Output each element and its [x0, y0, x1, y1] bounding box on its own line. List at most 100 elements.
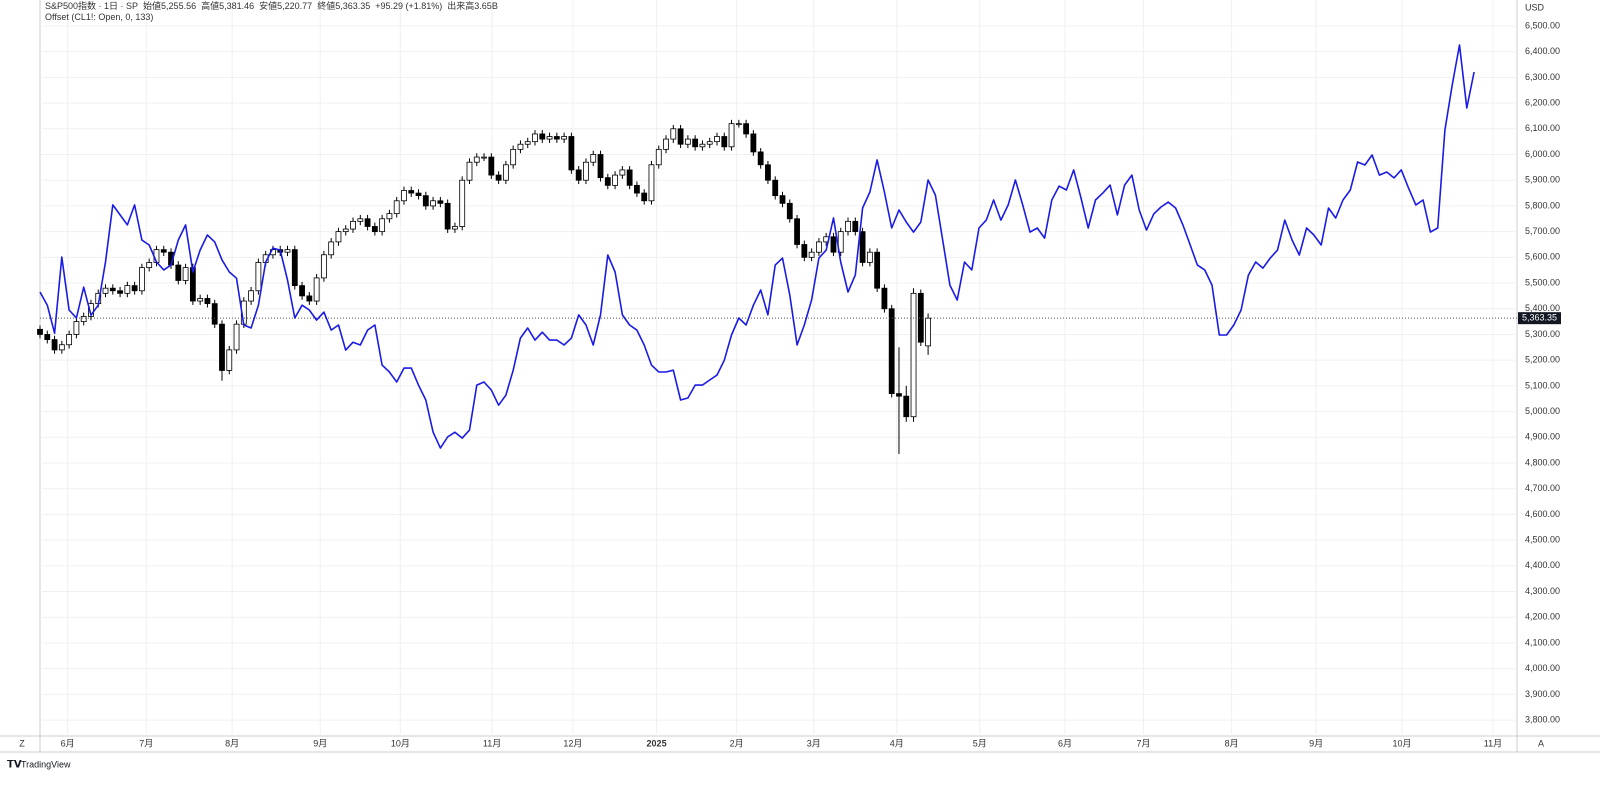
candle-body — [750, 133, 757, 153]
candle-body — [211, 303, 218, 325]
candle-body — [597, 154, 604, 179]
candle-body — [313, 277, 320, 302]
x-tick-label: 8月 — [225, 738, 239, 748]
y-tick-label: 5,800.00 — [1525, 200, 1560, 210]
candle-body — [182, 267, 189, 281]
candle-body — [794, 218, 800, 245]
y-tick-label: 4,400.00 — [1525, 560, 1560, 570]
candle-body — [590, 154, 597, 163]
candle-body — [845, 220, 851, 233]
legend-value: 終値5,363.35 — [317, 1, 371, 11]
y-tick-label: 5,000.00 — [1525, 406, 1560, 416]
candle-body — [604, 177, 611, 186]
y-tick-label: 4,900.00 — [1525, 432, 1560, 442]
y-tick-label: 6,100.00 — [1525, 123, 1560, 133]
candle-body — [131, 285, 138, 292]
y-tick-label: 4,800.00 — [1525, 457, 1560, 467]
candle-body — [743, 123, 750, 135]
candle-body — [692, 138, 699, 148]
y-tick-label: 6,000.00 — [1525, 149, 1560, 159]
x-tick-label: 9月 — [1309, 738, 1323, 748]
candle-body — [88, 303, 94, 317]
legend-value: +95.29 (+1.81%) — [375, 1, 443, 11]
candle-body — [925, 317, 931, 347]
y-tick-label: 3,900.00 — [1525, 689, 1560, 699]
candle-body — [502, 164, 509, 181]
candle-body — [917, 292, 924, 343]
candle-body — [335, 231, 342, 243]
x-tick-label: 7月 — [139, 738, 153, 748]
last-price-tag — [1518, 312, 1561, 325]
candle-body — [415, 192, 422, 197]
y-tick-label: 6,200.00 — [1525, 97, 1560, 107]
candle-body — [473, 156, 480, 163]
grid — [40, 0, 1517, 736]
candle-body — [757, 151, 764, 166]
x-tick-label: 10月 — [391, 738, 410, 748]
x-tick-label: 5月 — [973, 738, 987, 748]
candle-body — [626, 169, 633, 186]
candle-body — [248, 290, 255, 302]
candle-body — [430, 200, 436, 207]
x-tick-label: 11月 — [1484, 738, 1502, 748]
x-tick-label: 3月 — [807, 738, 821, 748]
candle-body — [379, 218, 386, 233]
candle-body — [109, 287, 116, 292]
candle-body — [364, 218, 371, 227]
candle-body — [44, 334, 51, 341]
candle-body — [765, 164, 771, 181]
candle-body — [328, 241, 335, 256]
candle-body — [808, 251, 815, 258]
candle-body — [481, 156, 487, 159]
y-tick-label: 6,400.00 — [1525, 46, 1560, 56]
y-tick-label: 6,300.00 — [1525, 72, 1560, 82]
x-tick-label: 2月 — [730, 738, 744, 748]
candle-body — [634, 184, 640, 194]
candle-body — [139, 267, 145, 292]
candle-body — [444, 202, 451, 230]
y-tick-label: 4,600.00 — [1525, 509, 1560, 519]
candle-body — [510, 148, 517, 166]
x-tick-label: 7月 — [1137, 738, 1151, 748]
y-tick-label: 4,700.00 — [1525, 483, 1560, 493]
candle-body — [866, 251, 873, 263]
candle-body — [226, 349, 233, 371]
legend-value: 始値5,255.56 — [143, 1, 197, 11]
x-tick-label: 12月 — [563, 738, 582, 748]
y-tick-label: 4,100.00 — [1525, 637, 1560, 647]
candle-body — [816, 241, 822, 253]
candle-body — [583, 161, 589, 181]
candle-body — [735, 123, 742, 126]
candle-body — [655, 148, 662, 166]
candle-body — [524, 141, 531, 145]
symbol-title: S&P500指数 · 1日 · SP — [45, 1, 139, 11]
y-tick-label: 6,500.00 — [1525, 20, 1560, 30]
x-tick-label: 11月 — [483, 738, 501, 748]
y-tick-label: 5,300.00 — [1525, 329, 1560, 339]
scale-toggle[interactable]: Z — [19, 738, 25, 748]
candle-body — [233, 323, 240, 351]
y-tick-label: 4,300.00 — [1525, 586, 1560, 596]
candle-body — [677, 128, 684, 145]
x-tick-label: 4月 — [890, 738, 904, 748]
candle-body — [466, 161, 473, 181]
candle-body — [779, 195, 786, 204]
candle-body — [888, 308, 895, 394]
candle-body — [903, 395, 910, 418]
y-tick-label: 5,500.00 — [1525, 277, 1560, 287]
candle-body — [299, 285, 305, 297]
candle-body — [728, 123, 735, 148]
candle-body — [539, 133, 546, 140]
candle-body — [648, 164, 655, 202]
x-tick-label: 9月 — [313, 738, 327, 748]
auto-scale-toggle[interactable]: A — [1538, 738, 1544, 748]
candle-body — [146, 262, 153, 269]
y-tick-label: 5,900.00 — [1525, 175, 1560, 185]
candle-body — [619, 169, 626, 176]
candle-body — [721, 136, 728, 148]
candle-body — [488, 156, 495, 176]
candle-body — [699, 143, 706, 148]
y-tick-label: 5,400.00 — [1525, 303, 1560, 313]
x-tick-label: 6月 — [61, 738, 75, 748]
candle-body — [459, 179, 466, 227]
